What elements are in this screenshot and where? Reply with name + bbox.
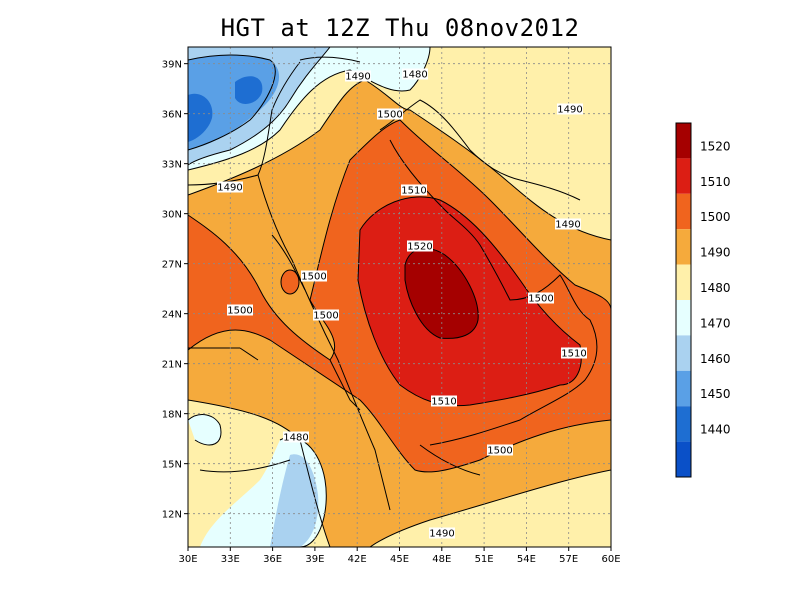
contour-label-bg <box>555 218 581 230</box>
colorbar-swatch <box>676 123 691 159</box>
contour-label-bg <box>431 395 457 407</box>
band-1440 <box>188 93 213 142</box>
contour-lines <box>188 47 611 547</box>
band-1440-b <box>235 76 263 104</box>
x-tick-label: 57E <box>559 554 578 565</box>
y-tick-label: 33N <box>162 160 182 171</box>
colorbar-swatch <box>676 158 691 194</box>
contour-label: 1510 <box>401 186 426 197</box>
contour-label-bg <box>429 527 455 539</box>
contour-label-bg <box>345 70 371 82</box>
colorbar-label: 1520 <box>700 139 731 153</box>
y-tick-label: 15N <box>162 460 182 471</box>
x-tick-label: 42E <box>348 554 367 565</box>
colorbar-swatch <box>676 193 691 230</box>
colorbar-swatch <box>676 300 691 336</box>
colorbar-label: 1440 <box>700 423 731 437</box>
colorbar-swatch <box>676 441 691 477</box>
contour-label: 1510 <box>561 349 586 360</box>
contour-label: 1510 <box>431 397 456 408</box>
contour-label: 1490 <box>429 529 454 540</box>
contour-label-bg <box>377 108 403 120</box>
contour-label-bg <box>528 292 554 304</box>
contour-label: 1480 <box>402 70 427 81</box>
colorbar-label: 1450 <box>700 387 731 401</box>
y-axis: 39N 36N 33N 30N 27N 24N 21N 18N 15N 12N <box>162 60 188 521</box>
colorbar-label: 1490 <box>700 246 731 260</box>
band-1460-south <box>270 454 319 547</box>
colorbar-swatch <box>676 406 691 442</box>
x-tick-label: 48E <box>432 554 451 565</box>
y-tick-label: 27N <box>162 260 182 271</box>
x-tick-label: 54E <box>517 554 536 565</box>
contour-label-bg <box>283 431 309 443</box>
colorbar-swatch <box>676 370 691 407</box>
contour-label: 1500 <box>301 272 326 283</box>
contour-label: 1490 <box>557 105 582 116</box>
contour-label: 1500 <box>377 110 402 121</box>
contour-label: 1500 <box>487 446 512 457</box>
x-tick-label: 33E <box>221 554 240 565</box>
contour-label: 1500 <box>227 306 252 317</box>
contour-label-bg <box>217 181 243 193</box>
colorbar-frame <box>675 122 692 478</box>
x-tick-label: 39E <box>305 554 324 565</box>
y-tick-label: 21N <box>162 360 182 371</box>
contour-label-bg <box>557 103 583 115</box>
x-tick-label: 30E <box>178 554 197 565</box>
colorbar-swatch <box>676 264 691 300</box>
contour-label-bg <box>487 444 513 456</box>
colorbar-label: 1460 <box>700 352 731 366</box>
contour-label-bg <box>401 184 427 196</box>
x-tick-label: 36E <box>263 554 282 565</box>
contour-label: 1520 <box>407 242 432 253</box>
x-tick-label: 45E <box>390 554 409 565</box>
contour-label: 1480 <box>283 433 308 444</box>
colorbar-label: 1480 <box>700 281 731 295</box>
colorbar-swatch <box>676 335 691 371</box>
contour-label: 1490 <box>555 220 580 231</box>
contour-label: 1500 <box>313 311 338 322</box>
map-grid <box>188 47 611 547</box>
y-tick-label: 12N <box>162 510 182 521</box>
contour-label-bg <box>301 270 327 282</box>
contour-label: 1490 <box>345 72 370 83</box>
contour-label-bg <box>407 240 433 252</box>
contour-label: 1500 <box>528 294 553 305</box>
y-tick-label: 24N <box>162 310 182 321</box>
colorbar-label: 1470 <box>700 316 731 330</box>
contour-label-bg <box>402 68 428 80</box>
y-tick-label: 36N <box>162 110 182 121</box>
y-tick-label: 39N <box>162 60 182 71</box>
colorbar-label: 1500 <box>700 210 731 224</box>
coastlines <box>188 56 598 511</box>
contour-label-bg <box>561 347 587 359</box>
contour-label-bg <box>313 309 339 321</box>
map-title: HGT at 12Z Thu 08nov2012 <box>220 14 580 42</box>
colorbar-swatch <box>676 229 691 265</box>
color-bar: 1520 1510 1500 1490 1480 1470 1460 1450 1440 <box>675 122 731 478</box>
y-tick-label: 30N <box>162 210 182 221</box>
contour-labels: 1490 1480 1500 1490 1490 1510 1490 1520 1500 1500… <box>217 68 587 540</box>
y-tick-label: 18N <box>162 410 182 421</box>
band-1500-island <box>281 270 299 294</box>
colorbar-label: 1510 <box>700 175 731 189</box>
x-tick-label: 51E <box>475 554 494 565</box>
x-axis: 30E 33E 36E 39E 42E 45E 48E 51E 54E 57E 60E <box>178 547 621 565</box>
contour-label-bg <box>227 304 253 316</box>
x-tick-label: 60E <box>601 554 620 565</box>
contour-label: 1490 <box>217 183 242 194</box>
